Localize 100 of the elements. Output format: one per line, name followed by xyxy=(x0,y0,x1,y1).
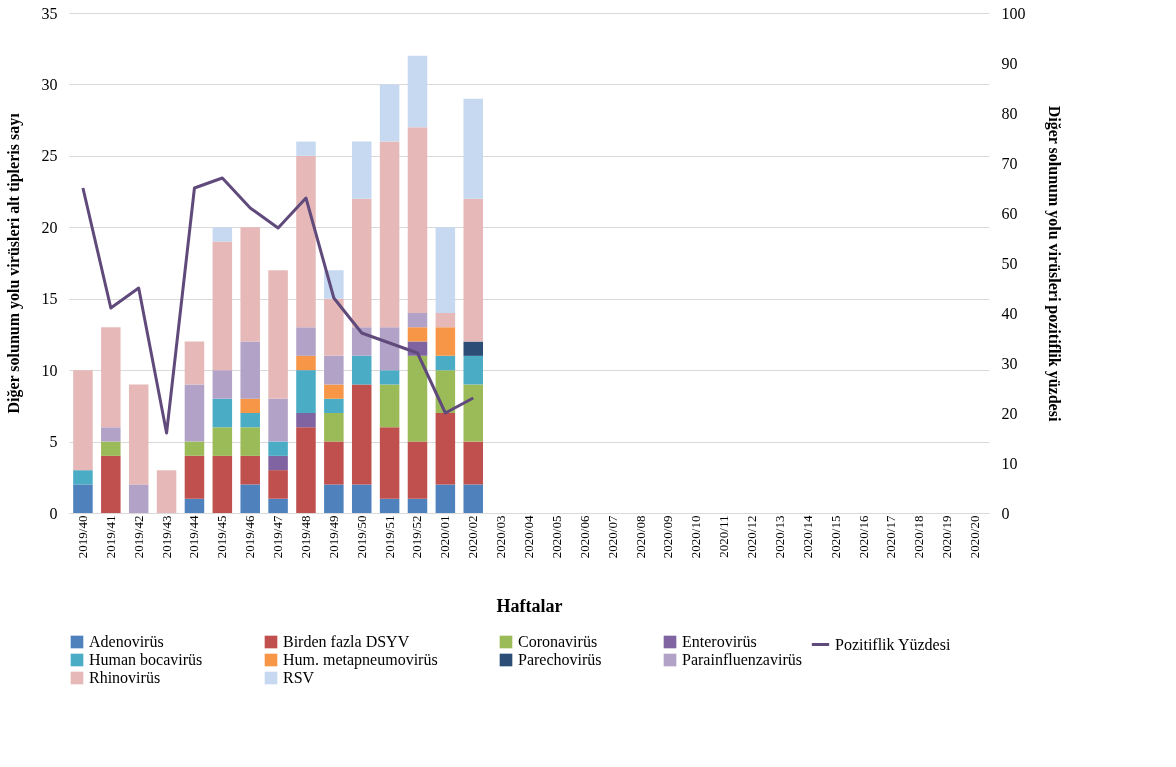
legend-label: Rhinovirüs xyxy=(89,669,161,686)
y2-axis-title: Diğer solunum yolu virüsleri pozitiflik yüzdesi xyxy=(1044,105,1063,422)
x-tick-label: 2019/50 xyxy=(353,515,369,559)
bar xyxy=(184,441,205,456)
bar xyxy=(240,341,260,399)
bar xyxy=(407,498,428,513)
bar xyxy=(184,384,205,442)
y2-tick-label: 20 xyxy=(1001,404,1018,422)
bar xyxy=(212,227,233,242)
bar xyxy=(463,484,483,513)
bar xyxy=(212,427,233,456)
bar xyxy=(296,413,316,428)
bar xyxy=(435,227,456,313)
y2-tick-label: 80 xyxy=(1001,104,1018,122)
bar xyxy=(268,270,288,399)
x-tick-label: 2020/05 xyxy=(548,515,564,559)
bar xyxy=(212,398,233,428)
bar xyxy=(351,384,372,485)
bar xyxy=(379,498,400,513)
y-tick-label: 15 xyxy=(41,290,58,308)
x-tick-label: 2020/20 xyxy=(967,515,983,559)
bar xyxy=(379,84,400,142)
bar xyxy=(435,484,456,513)
legend-label: Enterovirüs xyxy=(682,633,757,650)
bar xyxy=(379,141,400,328)
y-tick-label: 10 xyxy=(41,361,58,379)
bar xyxy=(379,370,400,385)
bar xyxy=(463,341,483,356)
x-tick-label: 2020/17 xyxy=(883,515,899,559)
bar xyxy=(407,327,428,342)
bar xyxy=(268,455,288,471)
legend-label: Parainfluenzavirüs xyxy=(682,651,802,668)
y-tick-label: 35 xyxy=(41,4,58,22)
bar xyxy=(73,370,93,471)
bar xyxy=(379,384,400,428)
bar xyxy=(212,455,233,513)
bar xyxy=(324,441,344,485)
bar xyxy=(351,484,372,513)
x-tick-label: 2019/45 xyxy=(214,515,230,559)
x-tick-label: 2019/46 xyxy=(242,515,258,559)
y-tick-label: 20 xyxy=(41,218,58,236)
bar xyxy=(324,384,344,399)
y2-tick-label: 50 xyxy=(1001,254,1018,272)
x-tick-label: 2019/41 xyxy=(102,515,118,559)
bar xyxy=(296,370,316,413)
bar xyxy=(435,313,456,328)
bar xyxy=(463,355,483,385)
bar xyxy=(463,441,483,485)
bar xyxy=(240,398,260,413)
legend-label: Coronavirüs xyxy=(518,633,598,650)
y2-tick-label: 60 xyxy=(1001,204,1018,222)
bar xyxy=(212,370,233,399)
x-tick-label: 2020/15 xyxy=(827,515,843,559)
y2-tick-label: 100 xyxy=(1001,4,1026,22)
y2-tick-label: 10 xyxy=(1001,454,1018,472)
y2-tick-label: 40 xyxy=(1001,304,1018,322)
bar xyxy=(240,413,260,428)
x-tick-label: 2020/12 xyxy=(744,515,760,559)
x-tick-label: 2019/47 xyxy=(270,515,286,559)
line-series xyxy=(81,176,475,435)
bar xyxy=(184,498,205,513)
legend-label: Pozitiflik Yüzdesi xyxy=(835,635,951,653)
bar xyxy=(324,298,344,356)
x-tick-label: 2020/04 xyxy=(521,515,536,559)
bar xyxy=(463,98,483,199)
x-tick-label: 2020/01 xyxy=(437,515,453,559)
x-tick-label: 2020/07 xyxy=(604,515,620,559)
x-tick-label: 2019/51 xyxy=(381,515,397,559)
bar xyxy=(407,355,428,442)
bar xyxy=(240,427,260,456)
bar xyxy=(101,327,121,428)
bar xyxy=(101,455,121,513)
x-tick-label: 2020/19 xyxy=(939,515,955,559)
x-tick-label: 2019/48 xyxy=(297,515,313,559)
legend-label: Adenovirüs xyxy=(89,633,164,650)
x-tick-label: 2019/44 xyxy=(186,515,202,559)
x-axis-title: Haftalar xyxy=(496,596,563,617)
x-tick-label: 2020/16 xyxy=(855,515,871,559)
bar xyxy=(184,341,205,385)
bar xyxy=(324,484,344,513)
y-tick-label: 0 xyxy=(49,504,58,522)
x-tick-label: 2020/06 xyxy=(576,515,592,559)
bar xyxy=(407,127,428,313)
x-tick-label: 2020/14 xyxy=(799,515,815,559)
bar xyxy=(379,327,400,371)
bar xyxy=(351,141,372,199)
x-tick-label: 2019/49 xyxy=(325,515,341,559)
bar xyxy=(379,427,400,499)
x-tick-label: 2020/09 xyxy=(660,515,676,559)
bar xyxy=(407,313,428,328)
bar xyxy=(268,470,288,499)
x-tick-label: 2019/43 xyxy=(158,515,174,559)
bar xyxy=(435,355,456,371)
y2-tick-label: 30 xyxy=(1001,354,1018,372)
y-tick-label: 25 xyxy=(41,147,58,165)
bar xyxy=(435,327,456,356)
bar xyxy=(463,198,483,342)
bar xyxy=(128,384,149,485)
x-tick-label: 2019/52 xyxy=(409,515,425,559)
bar xyxy=(240,484,260,513)
